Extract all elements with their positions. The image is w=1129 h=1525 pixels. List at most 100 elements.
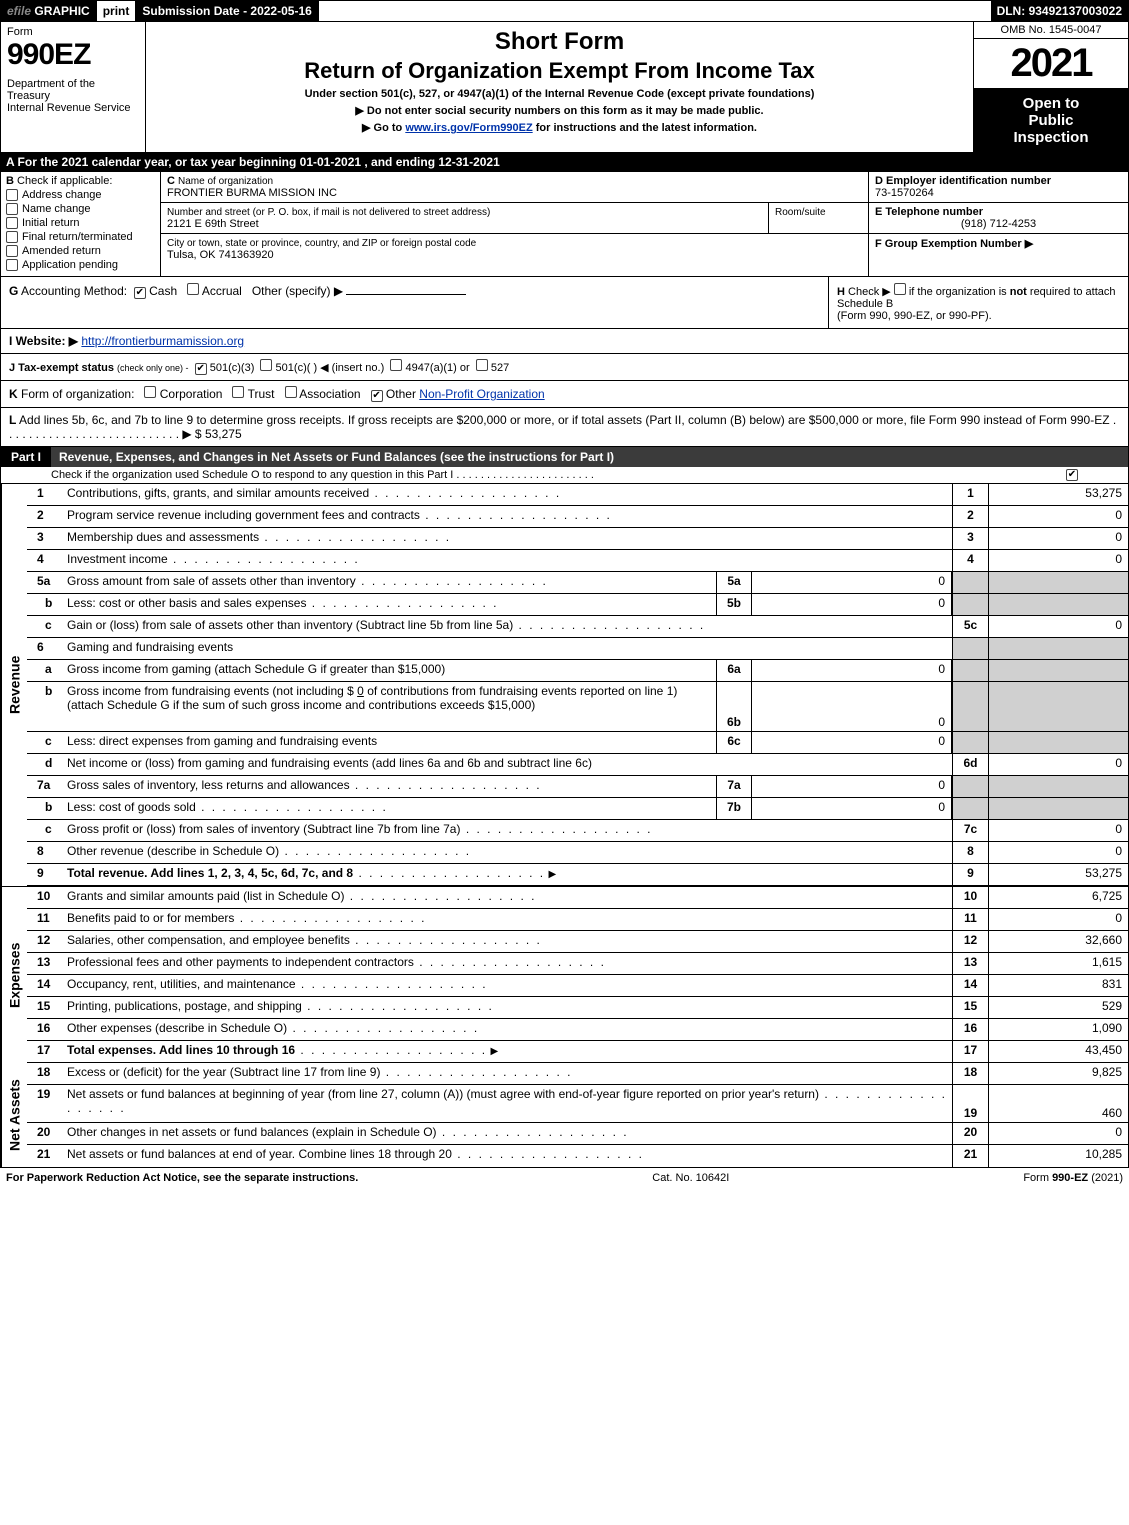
cb-accrual[interactable]: [187, 283, 199, 295]
l19-text: Net assets or fund balances at beginning…: [67, 1087, 819, 1101]
arrow-icon: [548, 866, 559, 880]
dots: [302, 999, 494, 1013]
dln-cell: DLN: 93492137003022: [991, 1, 1128, 21]
cb-final-return[interactable]: Final return/terminated: [6, 231, 155, 243]
cb-address-change[interactable]: Address change: [6, 189, 155, 201]
line-a: A For the 2021 calendar year, or tax yea…: [0, 153, 1129, 172]
website-link[interactable]: http://frontierburmamission.org: [81, 334, 244, 348]
subtitle: Under section 501(c), 527, or 4947(a)(1)…: [154, 88, 965, 100]
l9-num: 9: [27, 864, 63, 885]
col-c: C Name of organization FRONTIER BURMA MI…: [161, 172, 868, 276]
line-12: 12 Salaries, other compensation, and emp…: [27, 931, 1128, 953]
checkbox-icon: [6, 189, 18, 201]
line-16: 16 Other expenses (describe in Schedule …: [27, 1019, 1128, 1041]
l12-desc: Salaries, other compensation, and employ…: [63, 931, 952, 952]
cb-501c[interactable]: [260, 359, 272, 371]
l7a-iv: 0: [752, 776, 952, 797]
g-text: Accounting Method:: [21, 284, 127, 298]
h-text2: if the organization is: [909, 286, 1010, 298]
cb-cash[interactable]: [134, 287, 146, 299]
l4-num: 4: [27, 550, 63, 571]
l5b-in: 5b: [716, 594, 752, 615]
l7b-in: 7b: [716, 798, 752, 819]
l7c-text: Gross profit or (loss) from sales of inv…: [67, 822, 460, 836]
l3-desc: Membership dues and assessments: [63, 528, 952, 549]
cb-association[interactable]: [285, 386, 297, 398]
l13-num: 13: [27, 953, 63, 974]
goto-prefix: ▶ Go to: [362, 122, 405, 134]
l6c-rn-shade: [952, 732, 988, 753]
f-label: F Group Exemption Number ▶: [875, 238, 1033, 250]
efile-cell: efile GRAPHIC: [1, 1, 97, 21]
cb-h[interactable]: [894, 283, 906, 295]
l9-desc: Total revenue. Add lines 1, 2, 3, 4, 5c,…: [63, 864, 952, 885]
cb-trust[interactable]: [232, 386, 244, 398]
j-4947: 4947(a)(1) or: [405, 362, 469, 374]
ein-cell: D Employer identification number 73-1570…: [869, 172, 1128, 203]
l20-desc: Other changes in net assets or fund bala…: [63, 1123, 952, 1144]
goto-link[interactable]: www.irs.gov/Form990EZ: [405, 122, 532, 134]
cb-app-pending[interactable]: Application pending: [6, 259, 155, 271]
cb-amended-return[interactable]: Amended return: [6, 245, 155, 257]
cb-527[interactable]: [476, 359, 488, 371]
l5b-iv: 0: [752, 594, 952, 615]
l6c-in: 6c: [716, 732, 752, 753]
l20-num: 20: [27, 1123, 63, 1144]
l8-text: Other revenue (describe in Schedule O): [67, 844, 279, 858]
cb-other-org[interactable]: [371, 390, 383, 402]
l7c-desc: Gross profit or (loss) from sales of inv…: [63, 820, 952, 841]
l21-text: Net assets or fund balances at end of ye…: [67, 1147, 452, 1161]
l3-text: Membership dues and assessments: [67, 530, 259, 544]
l20-text: Other changes in net assets or fund bala…: [67, 1125, 437, 1139]
g-other-blank[interactable]: [346, 294, 466, 295]
dots: [296, 977, 488, 991]
k-other-value: Non-Profit Organization: [419, 387, 544, 401]
l17-desc: Total expenses. Add lines 10 through 16: [63, 1041, 952, 1062]
l13-rv: 1,615: [988, 953, 1128, 974]
cb-corporation[interactable]: [144, 386, 156, 398]
l2-num: 2: [27, 506, 63, 527]
form-word: Form: [7, 26, 139, 38]
l14-desc: Occupancy, rent, utilities, and maintena…: [63, 975, 952, 996]
l7c-num: c: [27, 820, 63, 841]
line-6: 6 Gaming and fundraising events: [27, 638, 1128, 660]
line-6b: b Gross income from fundraising events (…: [27, 682, 1128, 732]
l8-rv: 0: [988, 842, 1128, 863]
l17-text: Total expenses. Add lines 10 through 16: [67, 1043, 295, 1057]
cb-name-change[interactable]: Name change: [6, 203, 155, 215]
cb-initial-return[interactable]: Initial return: [6, 217, 155, 229]
line-20: 20 Other changes in net assets or fund b…: [27, 1123, 1128, 1145]
l5c-text: Gain or (loss) from sale of assets other…: [67, 618, 513, 632]
line-1: 1 Contributions, gifts, grants, and simi…: [27, 484, 1128, 506]
checkbox-icon: [6, 245, 18, 257]
cb-schedule-o[interactable]: [1066, 469, 1078, 481]
l7b-iv: 0: [752, 798, 952, 819]
l5c-num: c: [27, 616, 63, 637]
l5b-rv-shade: [988, 594, 1128, 615]
dots: [196, 800, 388, 814]
cb-4947[interactable]: [390, 359, 402, 371]
g-accrual: Accrual: [202, 284, 242, 298]
cb-501c3[interactable]: [195, 363, 207, 375]
k-label: K: [9, 387, 18, 401]
e-label: E Telephone number: [875, 206, 983, 218]
l8-rn: 8: [952, 842, 988, 863]
line-17: 17 Total expenses. Add lines 10 through …: [27, 1041, 1128, 1063]
line-g: G Accounting Method: Cash Accrual Other …: [1, 277, 828, 328]
org-name-cell: C Name of organization FRONTIER BURMA MI…: [161, 172, 868, 203]
l6b-fillval: 0: [357, 684, 364, 698]
dots: [356, 574, 548, 588]
print-link[interactable]: print: [97, 1, 137, 21]
l19-rn: 19: [952, 1085, 988, 1122]
check-if-label: Check if applicable:: [17, 175, 112, 187]
line-18: 18 Excess or (deficit) for the year (Sub…: [27, 1063, 1128, 1085]
l5a-rv-shade: [988, 572, 1128, 593]
k-assoc: Association: [299, 387, 360, 401]
line-13: 13 Professional fees and other payments …: [27, 953, 1128, 975]
part-1-label: Part I: [1, 447, 51, 467]
open-line3: Inspection: [976, 129, 1126, 146]
dots: [306, 596, 498, 610]
l6d-text: Net income or (loss) from gaming and fun…: [63, 754, 952, 775]
l1-desc: Contributions, gifts, grants, and simila…: [63, 484, 952, 505]
l5a-iv: 0: [752, 572, 952, 593]
